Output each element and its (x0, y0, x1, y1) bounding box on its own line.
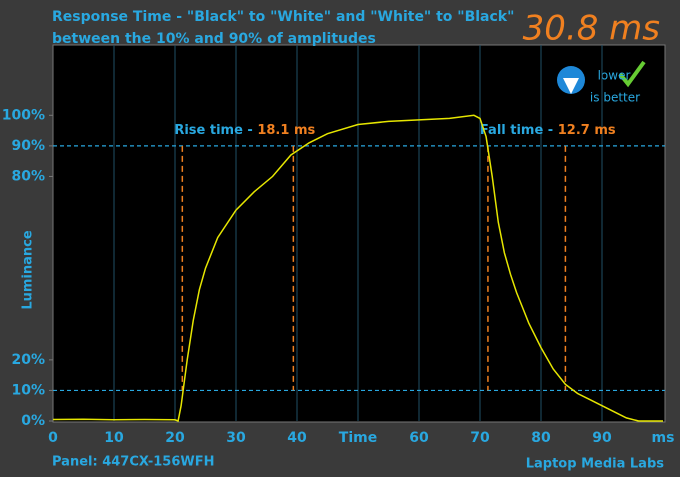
y-axis-label: Luminance (21, 230, 36, 310)
footer-right: Laptop Media Labs (526, 457, 665, 472)
chart-subtitle: between the 10% and 90% of amplitudes (52, 31, 376, 47)
x-tick-label: 20 (165, 430, 185, 446)
annotation: Fall time - 12.7 ms (480, 123, 616, 138)
badge-text: is better (590, 91, 640, 105)
x-tick-label: Time (339, 430, 377, 446)
x-tick-label: 0 (48, 430, 58, 446)
annotation-value: 12.7 ms (558, 123, 616, 138)
chart-title: Response Time - "Black" to "White" and "… (52, 9, 514, 25)
annotation-value: 18.1 ms (257, 123, 315, 138)
x-tick-label: 60 (409, 430, 429, 446)
badge-text: lower (598, 69, 631, 83)
x-tick-label: 30 (226, 430, 246, 446)
x-tick-label: ms (652, 430, 675, 446)
badge-check (618, 60, 646, 88)
plot-area (52, 44, 666, 423)
x-tick-label: 40 (287, 430, 307, 446)
badge-arrow (563, 78, 579, 94)
annotation-label: Rise time - (174, 123, 257, 138)
annotation: Rise time - 18.1 ms (174, 123, 315, 138)
data-line (52, 114, 663, 423)
x-tick-label: 80 (531, 430, 551, 446)
x-tick-label: 10 (104, 430, 124, 446)
y-tick-label: 80% (11, 168, 45, 184)
y-tick-label: 0% (21, 413, 45, 429)
y-tick-label: 90% (11, 138, 45, 154)
y-tick-label: 20% (11, 352, 45, 368)
footer-left: Panel: 447CX-156WFH (52, 455, 214, 470)
annotation-label: Fall time - (480, 123, 558, 138)
y-tick-label: 100% (2, 107, 45, 123)
x-tick-label: 70 (470, 430, 490, 446)
x-tick-label: 90 (592, 430, 612, 446)
result: 30.8 ms (523, 9, 660, 49)
y-tick-label: 10% (11, 382, 45, 398)
